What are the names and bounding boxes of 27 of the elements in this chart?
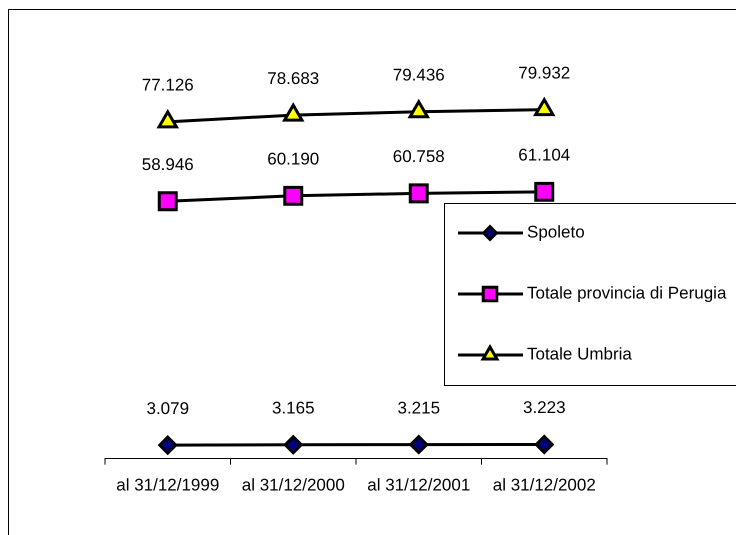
x-tick-label: al 31/12/1999	[116, 475, 220, 494]
legend-label: Totale provincia di Perugia	[527, 284, 727, 303]
data-label: 78.683	[267, 68, 320, 88]
data-label: 58.946	[142, 154, 194, 174]
legend-label: Spoleto	[527, 222, 585, 242]
data-label: 3.223	[522, 398, 566, 418]
data-label: 79.932	[518, 63, 570, 82]
data-label: 3.215	[397, 398, 440, 418]
legend-label: Totale Umbria	[527, 344, 632, 364]
point	[534, 435, 554, 454]
point	[283, 104, 304, 122]
data-label: 60.758	[392, 147, 445, 166]
point	[408, 100, 429, 118]
data-label: 61.104	[518, 146, 570, 165]
point	[409, 435, 428, 454]
x-tick-label: al 31/12/2002	[492, 475, 596, 494]
x-tick-label: al 31/12/2001	[367, 475, 470, 494]
point	[284, 435, 303, 454]
x-tick-label: al 31/12/2000	[242, 475, 345, 494]
data-label: 3.079	[146, 398, 190, 418]
point	[158, 110, 178, 128]
data-label: 60.190	[267, 150, 320, 168]
data-label: 77.126	[142, 76, 194, 95]
point	[534, 98, 554, 116]
point	[158, 436, 178, 455]
data-label: 79.436	[392, 65, 445, 84]
data-label: 3.165	[272, 398, 315, 418]
